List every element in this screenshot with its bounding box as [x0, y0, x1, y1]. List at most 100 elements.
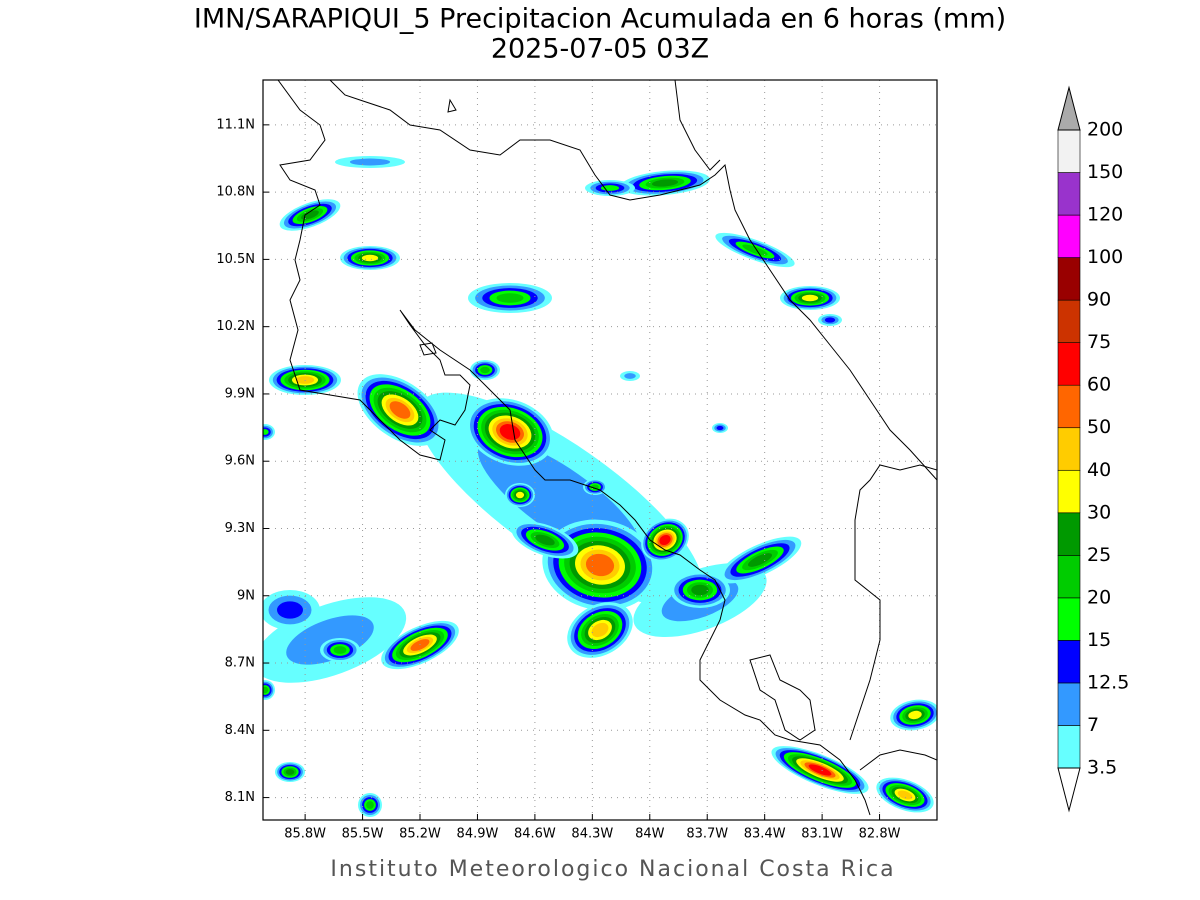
- lat-tick-label: 9.3N: [225, 521, 255, 536]
- precip-area: [808, 764, 832, 776]
- lat-tick-label: 10.2N: [216, 319, 255, 334]
- colorbar-label: 25: [1087, 544, 1111, 566]
- colorbar-label: 30: [1087, 501, 1111, 523]
- precip-area: [585, 553, 615, 577]
- coastline: [277, 80, 871, 816]
- lat-tick-label: 11.1N: [216, 117, 255, 132]
- colorbar-label: 40: [1087, 459, 1111, 481]
- colorbar-over: [1057, 85, 1081, 131]
- precip-area: [333, 646, 347, 654]
- precip-area: [801, 294, 819, 302]
- lat-tick-label: 8.4N: [225, 723, 255, 738]
- colorbar-label: 150: [1087, 161, 1123, 183]
- lon-tick-label: 85.2W: [399, 827, 441, 842]
- colorbar-box: [1057, 682, 1081, 726]
- lon-tick-label: 82.8W: [859, 827, 901, 842]
- precip-area: [499, 424, 521, 440]
- lon-tick-label: 84.3W: [571, 827, 613, 842]
- precip-area: [366, 801, 374, 809]
- coastline: [329, 80, 937, 481]
- colorbar-label: 12.5: [1087, 671, 1129, 693]
- lat-tick-label: 8.1N: [225, 790, 255, 805]
- precip-area: [716, 425, 724, 431]
- lon-tick-label: 83.7W: [686, 827, 728, 842]
- colorbar-box: [1057, 257, 1081, 301]
- precip-area: [908, 710, 922, 720]
- map-frame: [262, 79, 938, 821]
- colorbar-box: [1057, 512, 1081, 556]
- precip-area: [277, 601, 303, 619]
- colorbar-label: 7: [1087, 714, 1099, 736]
- colorbar-label: 20: [1087, 586, 1111, 608]
- precip-area: [591, 484, 599, 490]
- colorbar-label: 60: [1087, 374, 1111, 396]
- colorbar: 3.5 7 12.5 15 20 25 30 40 50 60 75 90 100 120 150 200: [1057, 85, 1129, 813]
- coastlines: [277, 80, 937, 816]
- colorbar-box: [1057, 342, 1081, 386]
- precip-area: [624, 373, 636, 379]
- colorbar-box: [1057, 469, 1081, 514]
- precip-area: [742, 244, 768, 256]
- lon-tick-label: 84.6W: [514, 827, 556, 842]
- coastline: [674, 80, 721, 171]
- lon-tick-label: 85.5W: [342, 827, 384, 842]
- precip-area: [389, 401, 411, 419]
- colorbar-label: 120: [1087, 204, 1123, 226]
- colorbar-label: 50: [1087, 416, 1111, 438]
- colorbar-label: 100: [1087, 246, 1123, 268]
- lon-tick-label: 84.9W: [457, 827, 499, 842]
- colorbar-box: [1057, 427, 1081, 471]
- precip-area: [496, 293, 524, 303]
- precip-area: [515, 491, 525, 499]
- colorbar-under: [1057, 767, 1081, 813]
- colorbar-label: 75: [1087, 331, 1111, 353]
- grid: 85.8W 85.5W 85.2W 84.9W 84.6W 84.3W 84W 83.7W 83…: [216, 80, 937, 842]
- colorbar-box: [1057, 555, 1081, 599]
- colorbar-label: 15: [1087, 629, 1111, 651]
- footer: Instituto Meteorologico Nacional Costa R…: [330, 857, 895, 882]
- colorbar-box: [1057, 172, 1081, 216]
- colorbar-box: [1057, 384, 1081, 429]
- lon-tick-label: 83.1W: [801, 827, 843, 842]
- precip-area: [659, 534, 671, 546]
- lat-tick-label: 10.8N: [216, 185, 255, 200]
- precip-area: [361, 254, 379, 262]
- precip-area: [480, 366, 490, 374]
- subtitle: 2025-07-05 03Z: [491, 34, 709, 65]
- colorbar-box: [1057, 725, 1081, 769]
- coastline: [447, 98, 457, 113]
- precip-area: [285, 769, 295, 775]
- colorbar-box: [1057, 299, 1081, 343]
- precip-area: [691, 584, 709, 596]
- precip-area: [301, 210, 319, 220]
- coastline: [419, 342, 437, 356]
- lat-tick-label: 9.9N: [225, 386, 255, 401]
- precip-area: [263, 686, 269, 694]
- precip-area: [897, 790, 913, 800]
- colorbar-label: 3.5: [1087, 757, 1117, 779]
- coastline: [849, 464, 937, 741]
- precip-area: [651, 179, 679, 187]
- colorbar-box: [1057, 129, 1081, 173]
- precip-area: [591, 622, 609, 638]
- title: IMN/SARAPIQUI_5 Precipitacion Acumulada …: [194, 4, 1006, 35]
- colorbar-box: [1057, 214, 1081, 258]
- lat-tick-label: 10.5N: [216, 252, 255, 267]
- coastline: [749, 654, 816, 741]
- precip-area: [349, 158, 391, 166]
- colorbar-box: [1057, 597, 1081, 641]
- colorbar-label: 90: [1087, 289, 1111, 311]
- lon-tick-label: 83.4W: [744, 827, 786, 842]
- lat-tick-label: 9N: [237, 588, 255, 603]
- lon-tick-label: 84W: [635, 827, 665, 842]
- precip-area: [824, 317, 836, 323]
- precip-area: [747, 553, 773, 567]
- precip-area: [535, 534, 555, 546]
- colorbar-label: 200: [1087, 119, 1123, 141]
- lat-tick-label: 8.7N: [225, 656, 255, 671]
- lat-tick-label: 9.6N: [225, 454, 255, 469]
- coastline: [859, 749, 937, 771]
- precip-area: [263, 429, 269, 435]
- lon-tick-label: 85.8W: [284, 827, 326, 842]
